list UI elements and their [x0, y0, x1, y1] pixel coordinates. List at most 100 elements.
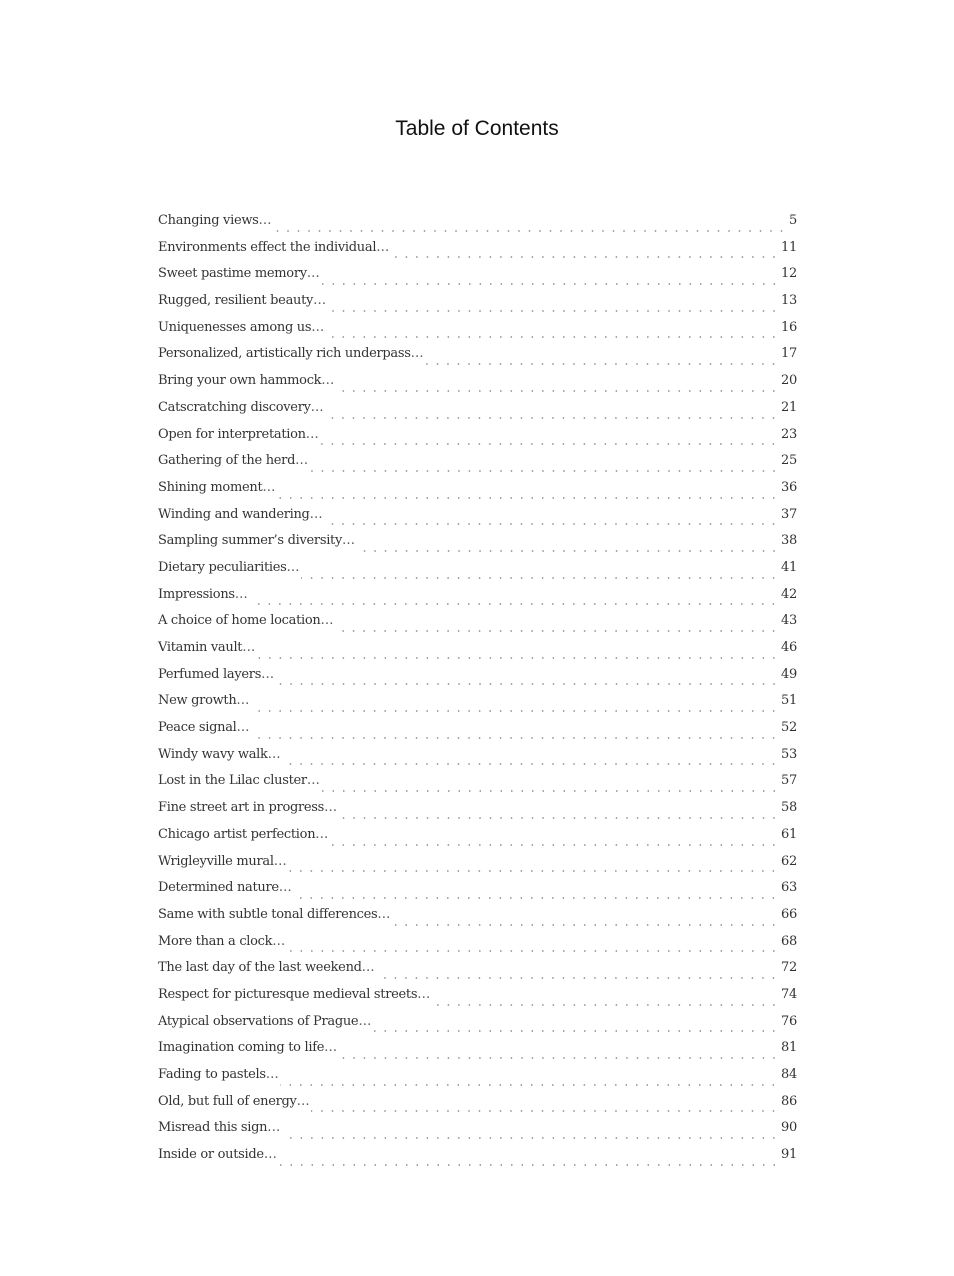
toc-entry[interactable]: Imagination coming to life… 81 — [158, 1040, 797, 1067]
toc-entry[interactable]: Changing views… 5 — [158, 213, 797, 240]
ellipsis: … — [324, 800, 337, 816]
toc-entry-title: Perfumed layers — [158, 666, 262, 682]
toc-entry-page: 81 — [781, 1040, 797, 1056]
toc-entry[interactable]: Misread this sign… 90 — [158, 1120, 797, 1147]
dot-leader — [329, 843, 780, 846]
toc-entry[interactable]: Sweet pastime memory… 12 — [158, 266, 797, 293]
ellipsis: … — [311, 319, 324, 335]
toc-entry[interactable]: Bring your own hammock… 20 — [158, 373, 797, 400]
ellipsis: … — [272, 933, 285, 949]
toc-entry-title: Rugged, resilient beauty — [158, 293, 314, 309]
ellipsis: … — [267, 746, 281, 762]
toc-entry[interactable]: More than a clock… 68 — [158, 934, 797, 961]
toc-entry-page: 84 — [781, 1067, 797, 1082]
toc-entry[interactable]: Environments effect the individual… 11 — [158, 240, 797, 267]
dot-leader — [392, 923, 780, 926]
dot-leader — [338, 816, 780, 819]
toc-entry[interactable]: Inside or outside… 91 — [158, 1147, 797, 1174]
dot-leader — [390, 256, 780, 259]
toc-entry[interactable]: Dietary peculiarities… 41 — [158, 560, 797, 587]
dot-leader — [335, 389, 780, 392]
toc-entry[interactable]: Gathering of the herd… 25 — [158, 453, 797, 480]
toc-entry[interactable]: Vitamin vault… 46 — [158, 640, 797, 667]
ellipsis: … — [242, 640, 255, 655]
dot-leader — [321, 283, 780, 286]
ellipsis: … — [361, 960, 375, 976]
toc-entry[interactable]: Respect for picturesque medieval streets… — [158, 987, 797, 1014]
ellipsis: … — [236, 720, 250, 736]
toc-entry-title: Inside or outside — [158, 1147, 264, 1163]
toc-entry[interactable]: Impressions… 42 — [158, 587, 797, 614]
dot-leader — [431, 1003, 780, 1006]
toc-entry[interactable]: Sampling summer’s diversity… 38 — [158, 533, 797, 560]
ellipsis: … — [313, 293, 326, 309]
toc-entry[interactable]: Chicago artist perfection… 61 — [158, 827, 797, 854]
dot-leader — [425, 363, 780, 366]
ellipsis: … — [296, 1093, 310, 1109]
toc-entry[interactable]: The last day of the last weekend… 72 — [158, 960, 797, 987]
toc-entry[interactable]: Determined nature… 63 — [158, 880, 797, 907]
toc-entry-title: Open for interpretation — [158, 426, 306, 442]
ellipsis: … — [417, 986, 430, 1002]
toc-entry[interactable]: Winding and wandering… 37 — [158, 507, 797, 534]
dot-leader — [256, 656, 780, 659]
toc-entry[interactable]: Atypical observations of Prague… 76 — [158, 1014, 797, 1041]
ellipsis: … — [234, 586, 248, 602]
toc-entry-title: Impressions — [158, 586, 235, 602]
toc-entry-title: Lost in the Lilac cluster — [158, 773, 307, 789]
toc-entry-page: 21 — [781, 399, 797, 415]
toc-entry[interactable]: A choice of home location… 43 — [158, 613, 797, 640]
dot-leader — [325, 336, 780, 339]
dot-leader — [286, 950, 780, 953]
toc-entry-title: Fine street art in progress — [158, 800, 325, 816]
toc-entry[interactable]: Wrigleyville mural… 62 — [158, 854, 797, 881]
toc-entry[interactable]: Personalized, artistically rich underpas… — [158, 346, 797, 373]
toc-entry-title: Winding and wandering — [158, 506, 310, 522]
toc-entry-page: 12 — [781, 266, 797, 282]
toc-entry[interactable]: Old, but full of energy… 86 — [158, 1094, 797, 1121]
toc-entry-title: Chicago artist perfection — [158, 826, 316, 842]
toc-entry-title: Same with subtle tonal differences — [158, 906, 378, 922]
ellipsis: … — [236, 693, 250, 709]
toc-entry-page: 13 — [781, 293, 797, 309]
toc-entry[interactable]: Open for interpretation… 23 — [158, 427, 797, 454]
toc-entry[interactable]: Fine street art in progress… 58 — [158, 800, 797, 827]
dot-leader — [335, 630, 780, 632]
toc-entry[interactable]: New growth… 51 — [158, 693, 797, 720]
toc-entry-page: 90 — [781, 1120, 797, 1136]
dot-leader — [338, 1057, 780, 1059]
toc-entry-page: 91 — [781, 1147, 797, 1163]
toc-entry[interactable]: Fading to pastels… 84 — [158, 1067, 797, 1094]
toc-entry-page: 25 — [781, 453, 797, 469]
toc-entry-title: Respect for picturesque medieval streets — [158, 986, 418, 1002]
toc-entry[interactable]: Lost in the Lilac cluster… 57 — [158, 773, 797, 800]
toc-entry[interactable]: Uniquenesses among us… 16 — [158, 320, 797, 347]
toc-entry-page: 49 — [781, 666, 797, 682]
toc-entry[interactable]: Catscratching discovery… 21 — [158, 400, 797, 427]
toc-entry-title: Fading to pastels — [158, 1067, 266, 1082]
toc-entry-title: Misread this sign — [158, 1120, 268, 1136]
ellipsis: … — [342, 533, 355, 549]
toc-entry-page: 76 — [781, 1013, 797, 1029]
toc-entry-title: Bring your own hammock — [158, 373, 322, 389]
ellipsis: … — [263, 1147, 277, 1163]
dot-leader — [277, 496, 780, 499]
ellipsis: … — [376, 239, 389, 255]
ellipsis: … — [324, 1040, 337, 1056]
toc-entry-page: 5 — [789, 213, 797, 228]
toc-entry[interactable]: Same with subtle tonal differences… 66 — [158, 907, 797, 934]
toc-entry-title: Gathering of the herd — [158, 453, 296, 469]
toc-entry[interactable]: Peace signal… 52 — [158, 720, 797, 747]
toc-entry[interactable]: Shining moment… 36 — [158, 480, 797, 507]
toc-entry[interactable]: Rugged, resilient beauty… 13 — [158, 293, 797, 320]
dot-leader — [251, 710, 780, 713]
toc-entry[interactable]: Perfumed layers… 49 — [158, 667, 797, 694]
toc-entry-title: New growth — [158, 693, 237, 709]
toc-entry-page: 23 — [781, 426, 797, 442]
toc-entry-page: 57 — [781, 773, 797, 789]
toc-entry-title: Changing views — [158, 213, 259, 228]
toc-entry-title: Wrigleyville mural — [158, 853, 274, 869]
toc-entry-title: Atypical observations of Prague — [158, 1013, 359, 1029]
toc-entry-title: Personalized, artistically rich underpas… — [158, 346, 411, 362]
toc-entry[interactable]: Windy wavy walk… 53 — [158, 747, 797, 774]
